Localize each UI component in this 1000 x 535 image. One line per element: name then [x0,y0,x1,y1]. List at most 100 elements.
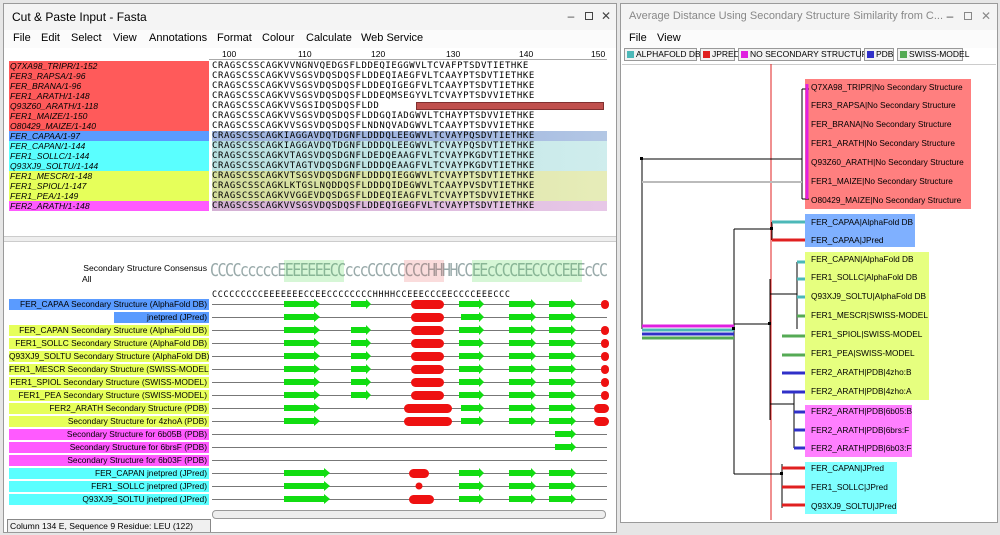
sequence-residues[interactable]: CRAGSCSSCAGKVVSGSVDQSDQSFLNDNQVADGWVLTCA… [212,121,535,131]
close-icon[interactable]: ✕ [980,9,992,23]
tree-leaf[interactable]: FER_CAPAN|AlphaFold DB [811,254,914,264]
tree-leaf[interactable]: FER1_SPIOL|SWISS-MODEL [811,329,923,339]
menu-annotations[interactable]: Annotations [149,32,208,44]
sequence-residues[interactable]: CRAGSCSSCAGKVVSGSVDQSDQSFLDDEQIGEGFVLTCV… [212,201,535,211]
legend-pdb[interactable]: PDB [864,48,894,61]
panel-divider[interactable] [4,236,616,242]
tree-leaf[interactable]: FER3_RAPSA|No Secondary Structure [811,100,956,110]
sequence-id[interactable]: O80429_MAIZE/1-140 [9,121,209,131]
annotation-label[interactable]: Secondary Structure for 6b05B (PDB) [9,429,209,440]
sequence-residues[interactable]: CRAGSCSSCAGKVVSGSVDQSDQSFLDDEQIGEGFVLTCA… [212,81,535,91]
maximize-icon[interactable] [582,9,596,23]
tree-leaf[interactable]: FER2_ARATH|PDB|6brs:F [811,425,910,435]
tree-leaf[interactable]: FER1_SOLLC|JPred [811,482,888,492]
menu-view[interactable]: View [113,32,137,44]
sequence-id[interactable]: FER1_MESCR/1-148 [9,171,209,181]
annotation-label[interactable]: FER1_MESCR Secondary Structure (SWISS-MO… [9,364,209,375]
sequence-residues[interactable]: CRAGSCSSCAGKVTSGSVDQSDGNFLDDDQIEGGWVLTCV… [212,171,535,181]
sequence-id[interactable]: FER1_SPIOL/1-147 [9,181,209,191]
tree-leaf[interactable]: FER_CAPAA|AlphaFold DB [811,217,914,227]
tree-titlebar[interactable]: Average Distance Using Secondary Structu… [621,4,997,31]
sequence-id[interactable]: Q7XA98_TRIPR/1-152 [9,61,209,71]
annotation-label[interactable]: Secondary Structure for 6brsF (PDB) [9,442,209,453]
annotation-label[interactable]: FER_CAPAN jnetpred (JPred) [9,468,209,479]
annotation-label[interactable]: FER2_ARATH Secondary Structure (PDB) [9,403,209,414]
menu-select[interactable]: Select [71,32,102,44]
legend-alphafold[interactable]: ALPHAFOLD DB [624,48,701,61]
annotation-label[interactable]: FER1_PEA Secondary Structure (SWISS-MODE… [9,390,209,401]
sequence-id[interactable]: FER3_RAPSA/1-96 [9,71,209,81]
annotation-label[interactable]: FER1_SOLLC Secondary Structure (AlphaFol… [9,338,209,349]
sequence-id[interactable]: FER2_ARATH/1-148 [9,201,209,211]
tree-leaf[interactable]: FER1_MAIZE|No Secondary Structure [811,176,953,186]
tree-leaf[interactable]: FER1_PEA|SWISS-MODEL [811,348,915,358]
menu-calculate[interactable]: Calculate [306,32,352,44]
annotation-label[interactable]: FER1_SOLLC jnetpred (JPred) [9,481,209,492]
tree-leaf[interactable]: Q93XJ9_SOLTU|JPred [811,501,897,511]
legend-swiss-model[interactable]: SWISS-MODEL [897,48,969,61]
tree-leaf[interactable]: FER_CAPAA|JPred [811,235,884,245]
annotation-label[interactable]: FER1_SPIOL Secondary Structure (SWISS-MO… [9,377,209,388]
sequence-residues[interactable]: CRAGSCSSCAGKLKTGSLNQDDQSFLDDDQIDEGWVLTCA… [212,181,535,191]
alignment-titlebar[interactable]: Cut & Paste Input - Fasta – ✕ [4,4,616,31]
sequence-residues[interactable]: CRAGSCSSCAGKVVSGSIDQSDQSFLDD [212,101,380,111]
sequence-residues[interactable]: CRAGSCSSCAGKVVSGSVDQSDQSFLDDEQIAEGFVLTCA… [212,71,535,81]
annotation-label[interactable]: Secondary Structure for 6b03F (PDB) [9,455,209,466]
column-ruler[interactable]: 100 110 120 130 140 150 [209,49,607,60]
menu-colour[interactable]: Colour [262,32,295,44]
tree-leaf[interactable]: FER_CAPAN|JPred [811,463,885,473]
tree-leaf[interactable]: FER2_ARATH|PDB|4zho:A [811,386,912,396]
sequence-id[interactable]: FER1_ARATH/1-148 [9,91,209,101]
menu-edit[interactable]: Edit [41,32,60,44]
sequence-id[interactable]: FER_CAPAN/1-144 [9,141,209,151]
legend-jpred[interactable]: JPRED [700,48,740,61]
horizontal-scrollbar[interactable] [212,510,606,519]
secondary-structure-tracks[interactable] [209,294,609,506]
menu-view[interactable]: View [657,32,681,44]
menu-web-service[interactable]: Web Service [361,32,424,44]
close-icon[interactable]: ✕ [600,9,612,23]
tree-leaf[interactable]: Q93Z60_ARATH|No Secondary Structure [811,157,964,167]
tree-leaf[interactable]: Q7XA98_TRIPR|No Secondary Structure [811,82,963,92]
sequence-id[interactable]: FER1_MAIZE/1-150 [9,111,209,121]
sequence-residues[interactable]: CRAGSCSSCAGKVTAGSVDQSDGNFLDEDQEAAGFVLTCV… [212,151,535,161]
sequence-id[interactable]: Q93XJ9_SOLTU/1-144 [9,161,209,171]
annotation-label[interactable]: Q93XJ9_SOLTU jnetpred (JPred) [9,494,209,505]
tree-leaf[interactable]: FER2_ARATH|PDB|6b05:B [811,406,912,416]
sequence-residues[interactable]: CRAGSCSSCAGKVTAGTVDQSDGNFLDDDQEAAGFVLTCV… [212,161,535,171]
tree-leaf[interactable]: FER2_ARATH|PDB|6b03:F [811,443,912,453]
tree-canvas[interactable] [622,64,996,521]
maximize-icon[interactable] [961,9,975,23]
menu-file[interactable]: File [629,32,647,44]
tree-leaf[interactable]: FER1_ARATH|No Secondary Structure [811,138,956,148]
tree-leaf[interactable]: FER1_SOLLC|AlphaFold DB [811,272,918,282]
tree-leaf[interactable]: Q93XJ9_SOLTU|AlphaFold DB [811,291,926,301]
legend-no-secondary-structure[interactable]: NO SECONDARY STRUCTURE [738,48,873,61]
sequence-residues[interactable]: CRAGSCSSCAGKIAGGAVDQTDGNFLDDDQLEEGWVLTCV… [212,141,535,151]
tree-leaf[interactable]: FER_BRANA|No Secondary Structure [811,119,952,129]
tree-leaf[interactable]: O80429_MAIZE|No Secondary Structure [811,195,962,205]
minimize-icon[interactable]: – [946,9,954,23]
annotation-label[interactable]: Secondary Structure for 4zhoA (PDB) [9,416,209,427]
sequence-id[interactable]: FER_BRANA/1-96 [9,81,209,91]
consensus-logo-tint [284,260,344,282]
annotation-label[interactable]: Q93XJ9_SOLTU Secondary Structure (AlphaF… [9,351,209,362]
sequence-id[interactable]: FER1_PEA/1-149 [9,191,209,201]
menu-file[interactable]: File [13,32,31,44]
sequence-id[interactable]: FER1_SOLLC/1-144 [9,151,209,161]
annotation-label[interactable]: FER_CAPAA Secondary Structure (AlphaFold… [9,299,209,310]
sequence-residues[interactable]: CRAGSCSSCAGKIAGGAVDQTDGNFLDDDQLEEGWVLTCV… [212,131,535,141]
sequence-id[interactable]: Q93Z60_ARATH/1-118 [9,101,209,111]
tree-leaf[interactable]: FER1_MESCR|SWISS-MODEL [811,310,928,320]
sequence-residues[interactable]: CRAGSCSSCAGKVVGGEVDQSDGSFLDDEQIEAGFVLTCV… [212,191,535,201]
tree-leaf[interactable]: FER2_ARATH|PDB|4zho:B [811,367,912,377]
menu-format[interactable]: Format [217,32,252,44]
sequence-residues[interactable]: CRAGSCSSCAGKVVSGSVDQSDQSFLDDGQIADGWVLTCH… [212,111,535,121]
annotation-label[interactable]: FER_CAPAN Secondary Structure (AlphaFold… [9,325,209,336]
dendrogram[interactable] [622,64,996,520]
minimize-icon[interactable]: – [567,9,575,23]
sequence-residues[interactable]: CRAGSCSSCAGKVVNGNVQEDGSFLDDEQIEGGWVLTCVA… [212,61,529,71]
annotation-label[interactable]: jnetpred (JPred) [114,312,209,323]
sequence-residues[interactable]: CRAGSCSSCAGKVVSGSVDQSDQSFLDDEQMSEGYVLTCV… [212,91,535,101]
sequence-id[interactable]: FER_CAPAA/1-97 [9,131,209,141]
